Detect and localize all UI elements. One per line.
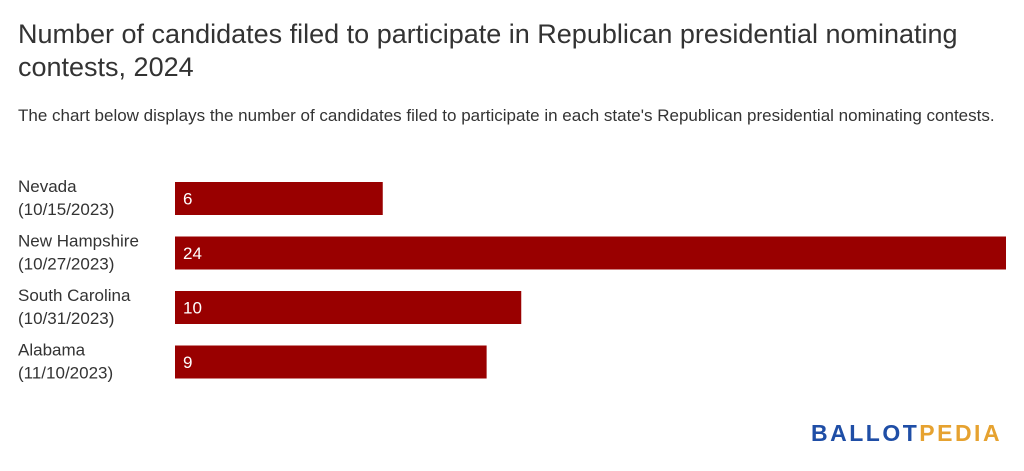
chart-title: Number of candidates filed to participat… [18,19,958,82]
bar-value-label: 10 [183,299,202,318]
bar-nevada [175,182,383,215]
category-date: (10/15/2023) [18,200,114,219]
bar-value-label: 6 [183,190,192,209]
category-label: Alabama (11/10/2023) [18,341,113,383]
bar-new-hampshire [175,236,1006,270]
bar-chart: 6 Nevada (10/15/2023) 24 New Hampshire (10/27… [18,177,1006,383]
chart-subtitle: The chart below displays the number of c… [18,106,995,125]
bar-south-carolina [175,291,522,324]
category-label: South Carolina (10/31/2023) [18,286,131,328]
bar-value-label: 24 [183,244,202,263]
category-date: (11/10/2023) [18,364,113,383]
category-label: Nevada (10/15/2023) [18,177,114,219]
category-label: New Hampshire (10/27/2023) [18,232,139,274]
category-date: (10/27/2023) [18,255,114,274]
category-name: New Hampshire [18,232,139,251]
category-name: Alabama [18,341,86,360]
category-name: South Carolina [18,286,131,305]
category-date: (10/31/2023) [18,309,114,328]
logo-pedia-text: PEDIA [919,420,1003,446]
bar-alabama [175,345,487,379]
logo-ballot-text: BALLOT [811,420,920,446]
category-name: Nevada [18,177,77,196]
ballotpedia-logo: BALLOTPEDIA [811,419,1003,447]
bar-value-label: 9 [183,353,192,372]
